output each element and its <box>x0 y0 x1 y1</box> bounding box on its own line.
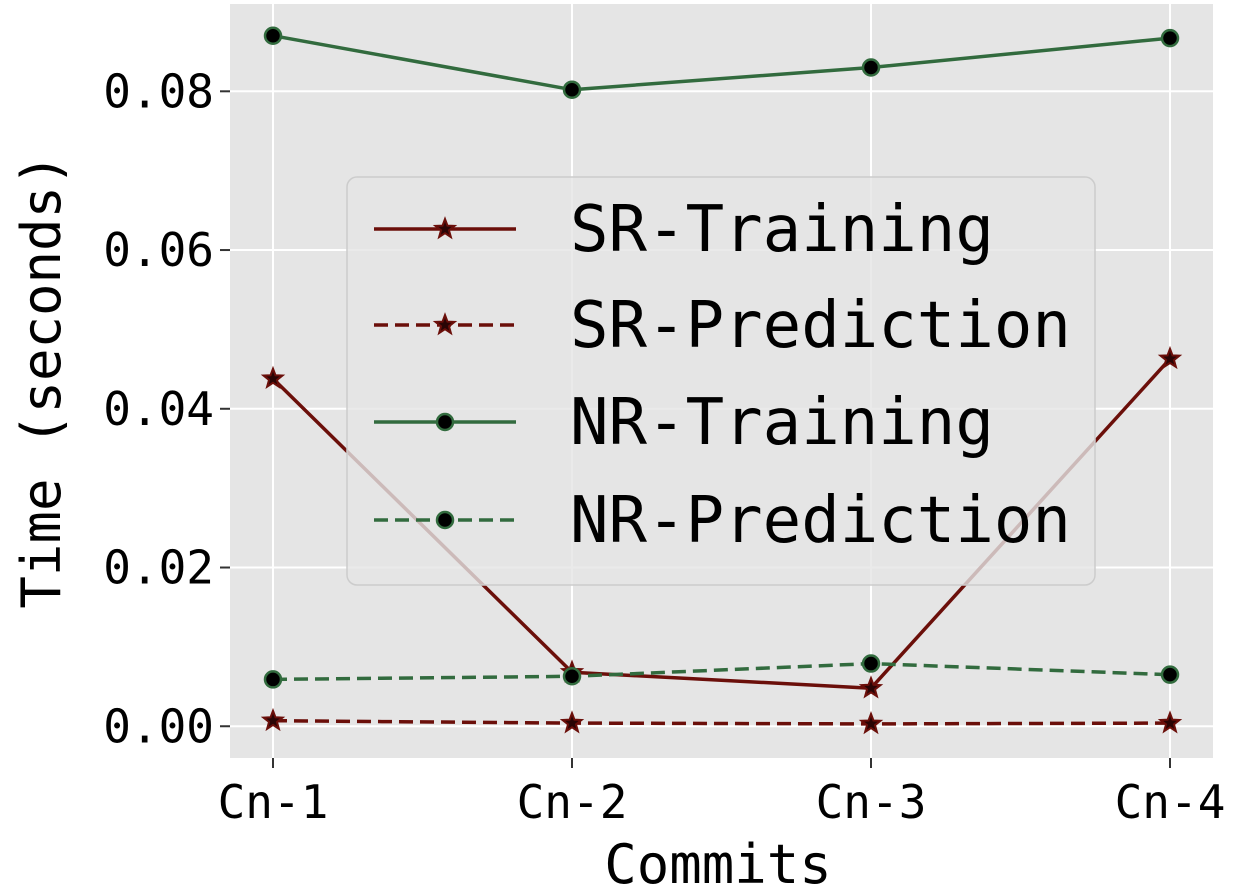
legend-box <box>346 176 1096 586</box>
data-point-nr-prediction <box>562 667 582 686</box>
x-tick-label: Cn-4 <box>1115 775 1226 829</box>
legend-label: NR-Training <box>570 386 994 460</box>
x-tick-label: Cn-2 <box>517 775 628 829</box>
x-tick-label: Cn-1 <box>218 775 329 829</box>
data-point-sr-training <box>858 675 884 699</box>
y-tick-label: 0.04 <box>103 382 214 436</box>
legend-label: NR-Prediction <box>570 484 1071 558</box>
data-point-nr-training <box>263 26 283 45</box>
series-line-nr-training <box>272 33 1171 92</box>
legend-label: SR-Prediction <box>570 289 1071 363</box>
legend-marker <box>435 510 455 530</box>
y-tick-label: 0.02 <box>103 541 214 595</box>
legend-marker <box>432 216 458 240</box>
y-tick-label: 0.06 <box>103 223 214 277</box>
series-line-nr-prediction <box>272 661 1171 682</box>
series-line-sr-prediction <box>272 718 1171 726</box>
data-point-sr-training <box>1157 345 1183 370</box>
legend: SR-Training SR-Prediction NR-Training NR-Pr… <box>346 176 1096 586</box>
y-axis-title: Time (seconds) <box>10 153 73 608</box>
data-point-nr-prediction <box>1160 665 1180 684</box>
x-axis-title: Commits <box>604 833 832 896</box>
data-point-sr-prediction <box>1157 710 1183 734</box>
data-point-sr-prediction <box>260 707 286 732</box>
data-point-sr-prediction <box>559 710 585 734</box>
data-point-nr-training <box>861 58 881 77</box>
y-tick-label: 0.08 <box>103 64 214 118</box>
data-point-nr-prediction <box>861 654 881 673</box>
x-tick-label: Cn-3 <box>816 775 927 829</box>
y-tick-label: 0.00 <box>103 699 214 753</box>
data-point-nr-prediction <box>263 670 283 689</box>
data-point-nr-training <box>1160 28 1180 48</box>
data-point-sr-training <box>260 365 286 390</box>
axes: 0.00 0.02 0.04 0.06 0.08 Cn-1 Cn-2 Cn-3 Cn-4 <box>103 64 1225 829</box>
data-point-nr-training <box>562 80 582 99</box>
legend-marker <box>435 412 455 432</box>
legend-label: SR-Training <box>570 193 994 267</box>
legend-marker <box>432 312 458 336</box>
data-point-sr-prediction <box>858 711 884 735</box>
